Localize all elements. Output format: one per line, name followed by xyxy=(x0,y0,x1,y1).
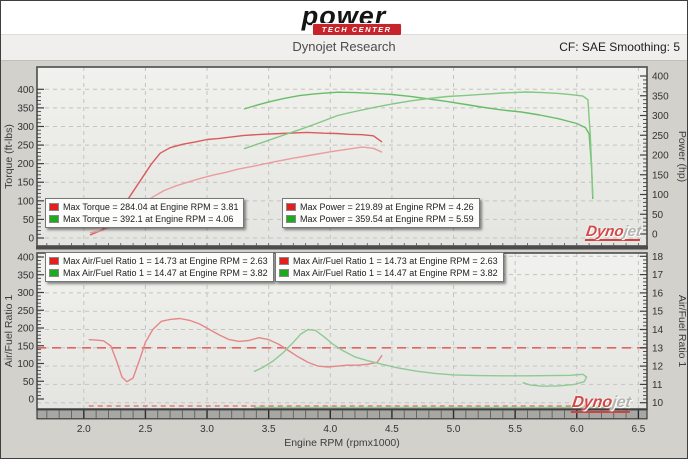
svg-text:10: 10 xyxy=(652,398,664,409)
svg-text:150: 150 xyxy=(652,170,669,181)
svg-text:4.5: 4.5 xyxy=(385,424,399,435)
svg-text:300: 300 xyxy=(17,122,34,133)
svg-text:300: 300 xyxy=(17,288,34,299)
svg-text:250: 250 xyxy=(17,141,34,152)
svg-text:15: 15 xyxy=(652,307,664,318)
svg-text:11: 11 xyxy=(652,380,663,391)
legend-label: Max Power = 219.89 at Engine RPM = 4.26 xyxy=(300,202,474,212)
svg-text:50: 50 xyxy=(23,377,35,388)
afr-legend-right-box[interactable]: Max Air/Fuel Ratio 1 = 14.73 at Engine R… xyxy=(275,252,504,282)
svg-text:0: 0 xyxy=(28,395,34,406)
legend-row: Max Torque = 284.04 at Engine RPM = 3.81 xyxy=(49,201,238,213)
svg-text:200: 200 xyxy=(652,151,669,162)
legend-row: Max Air/Fuel Ratio 1 = 14.73 at Engine R… xyxy=(49,255,268,267)
torque-legend-box[interactable]: Max Torque = 284.04 at Engine RPM = 3.81… xyxy=(45,198,245,228)
svg-text:Engine RPM (rpmx1000): Engine RPM (rpmx1000) xyxy=(284,437,400,449)
smoothing-status: CF: SAE Smoothing: 5 xyxy=(559,40,680,54)
legend-row: Max Power = 359.54 at Engine RPM = 5.59 xyxy=(286,213,474,225)
svg-text:6.5: 6.5 xyxy=(631,424,645,435)
svg-text:50: 50 xyxy=(23,215,35,226)
watermark-part1: Dyno xyxy=(584,223,625,240)
svg-text:16: 16 xyxy=(652,288,664,299)
svg-text:13: 13 xyxy=(652,343,664,354)
power-legend-box[interactable]: Max Power = 219.89 at Engine RPM = 4.26 M… xyxy=(282,198,480,228)
legend-label: Max Air/Fuel Ratio 1 = 14.47 at Engine R… xyxy=(63,268,268,278)
svg-text:4.0: 4.0 xyxy=(323,424,337,435)
svg-text:100: 100 xyxy=(17,196,34,207)
svg-text:3.5: 3.5 xyxy=(262,424,276,435)
afr-legend-left-box[interactable]: Max Air/Fuel Ratio 1 = 14.73 at Engine R… xyxy=(45,252,274,282)
svg-text:18: 18 xyxy=(652,252,664,263)
legend-row: Max Power = 219.89 at Engine RPM = 4.26 xyxy=(286,201,474,213)
series-color-swatch xyxy=(49,203,59,211)
svg-text:300: 300 xyxy=(652,111,669,122)
svg-text:6.0: 6.0 xyxy=(570,424,584,435)
svg-text:100: 100 xyxy=(652,190,669,201)
svg-text:150: 150 xyxy=(17,178,34,189)
svg-text:250: 250 xyxy=(652,131,669,142)
power-tech-center-logo: power TECH CENTER xyxy=(302,3,402,36)
svg-text:50: 50 xyxy=(652,210,664,221)
svg-text:350: 350 xyxy=(652,91,669,102)
legend-label: Max Air/Fuel Ratio 1 = 14.73 at Engine R… xyxy=(293,256,498,266)
legend-row: Max Torque = 392.1 at Engine RPM = 4.06 xyxy=(49,213,238,225)
svg-text:12: 12 xyxy=(652,362,664,373)
watermark-part1: Dyno xyxy=(571,394,614,411)
svg-text:5.0: 5.0 xyxy=(447,424,461,435)
series-color-swatch xyxy=(49,269,59,277)
svg-text:150: 150 xyxy=(17,341,34,352)
series-color-swatch xyxy=(49,257,59,265)
svg-text:200: 200 xyxy=(17,324,34,335)
svg-text:400: 400 xyxy=(17,253,34,264)
svg-text:17: 17 xyxy=(652,270,664,281)
watermark-part2: jet xyxy=(611,394,633,411)
series-color-swatch xyxy=(286,203,296,211)
legend-label: Max Torque = 284.04 at Engine RPM = 3.81 xyxy=(63,202,239,212)
svg-text:0: 0 xyxy=(28,234,34,245)
legend-label: Max Air/Fuel Ratio 1 = 14.47 at Engine R… xyxy=(293,268,498,278)
svg-text:2.5: 2.5 xyxy=(138,424,152,435)
svg-text:250: 250 xyxy=(17,306,34,317)
legend-row: Max Air/Fuel Ratio 1 = 14.47 at Engine R… xyxy=(49,267,268,279)
series-color-swatch xyxy=(49,215,59,223)
legend-row: Max Air/Fuel Ratio 1 = 14.47 at Engine R… xyxy=(279,267,498,279)
svg-text:2.0: 2.0 xyxy=(77,424,91,435)
svg-text:5.5: 5.5 xyxy=(508,424,522,435)
svg-text:350: 350 xyxy=(17,103,34,114)
report-title: Dynojet Research xyxy=(292,39,396,54)
svg-text:Air/Fuel Ratio 1: Air/Fuel Ratio 1 xyxy=(3,295,15,368)
svg-text:400: 400 xyxy=(17,85,34,96)
legend-row: Max Air/Fuel Ratio 1 = 14.73 at Engine R… xyxy=(279,255,498,267)
watermark-part2: jet xyxy=(622,223,643,240)
svg-text:100: 100 xyxy=(17,359,34,370)
subheader-bar: Dynojet Research CF: SAE Smoothing: 5 xyxy=(1,35,687,61)
dynojet-watermark-bottom-chart: Dynojet xyxy=(570,394,633,413)
series-color-swatch xyxy=(279,257,289,265)
svg-text:350: 350 xyxy=(17,270,34,281)
series-color-swatch xyxy=(286,215,296,223)
svg-text:14: 14 xyxy=(652,325,664,336)
svg-text:0: 0 xyxy=(652,230,658,241)
svg-text:200: 200 xyxy=(17,159,34,170)
legend-label: Max Power = 359.54 at Engine RPM = 5.59 xyxy=(300,214,474,224)
legend-label: Max Torque = 392.1 at Engine RPM = 4.06 xyxy=(63,214,234,224)
svg-text:Air/Fuel Ratio 1: Air/Fuel Ratio 1 xyxy=(676,295,688,368)
dynojet-watermark-top-chart: Dynojet xyxy=(584,223,643,241)
series-color-swatch xyxy=(279,269,289,277)
svg-text:3.0: 3.0 xyxy=(200,424,214,435)
svg-text:400: 400 xyxy=(652,72,669,83)
svg-text:Torque (ft-lbs): Torque (ft-lbs) xyxy=(3,124,15,189)
legend-label: Max Air/Fuel Ratio 1 = 14.73 at Engine R… xyxy=(63,256,268,266)
svg-text:Power (hp): Power (hp) xyxy=(676,131,688,182)
header-bar: power TECH CENTER xyxy=(1,1,687,36)
